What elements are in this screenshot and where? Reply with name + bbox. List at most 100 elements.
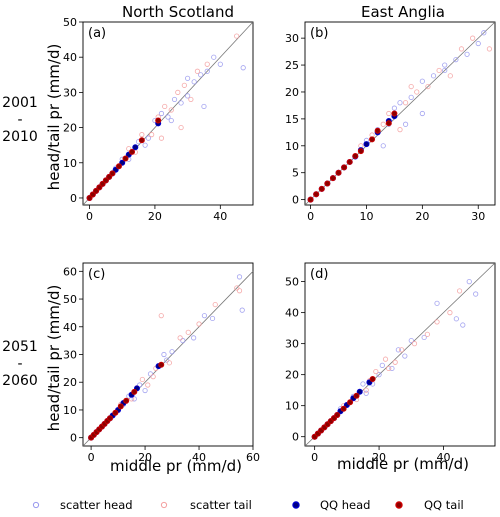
qq-tail-point — [123, 397, 130, 404]
scatter-tail-point — [447, 310, 453, 316]
scatter-head-point — [442, 67, 448, 74]
scatter-tail-point — [399, 347, 405, 353]
scatter-tail-point — [158, 135, 165, 141]
qq-head-point — [363, 141, 370, 148]
scatter-tail-point — [402, 100, 409, 106]
scatter-tail-point — [158, 313, 164, 319]
qq-tail-point — [155, 117, 162, 124]
scatter-tail-point — [434, 319, 440, 325]
y-tick-label: 25 — [285, 59, 299, 72]
scatter-head-point — [475, 40, 481, 47]
row-label-line2: - — [17, 356, 22, 372]
x-tick-label: 40 — [192, 451, 206, 464]
y-tick-label: 60 — [63, 265, 77, 278]
row-label-line3: 2010 — [2, 129, 38, 145]
x-tick-label: 20 — [415, 210, 429, 223]
scatter-tail-point — [234, 285, 240, 291]
panel-a: 0 20 40 0 10 20 30 40 50 (a) — [63, 16, 254, 223]
x-tick-label: 0 — [88, 451, 95, 464]
scatter-head-point — [408, 94, 414, 100]
scatter-tail-point — [382, 356, 389, 362]
qq-tail-point — [374, 127, 381, 134]
legend-label-scatter-tail: scatter tail — [190, 498, 252, 512]
scatter-head-point — [217, 61, 223, 67]
scatter-head-point — [147, 371, 154, 377]
panel-label: (c) — [88, 267, 105, 282]
qq-tail-point — [357, 148, 364, 155]
qq-tail-point — [334, 411, 341, 418]
qq-tail-point — [324, 180, 331, 187]
scatter-tail-point — [408, 83, 414, 90]
scatter-head-point — [391, 105, 398, 111]
qq-tail-point — [347, 399, 354, 406]
scatter-head-point — [185, 75, 191, 81]
scatter-head-point — [131, 396, 137, 402]
scatter-tail-point — [458, 46, 465, 52]
row-label-2051-2060: 2051 - 2060 — [2, 339, 38, 389]
scatter-tail-point — [425, 83, 431, 90]
qq-tail-point — [369, 376, 376, 383]
scatter-head-point — [376, 372, 382, 378]
qq-tail-point — [102, 177, 109, 184]
scatter-head-point — [360, 381, 366, 387]
qq-tail-point — [391, 110, 398, 117]
scatter-tail-point — [386, 110, 392, 117]
qq-tail-point — [122, 155, 129, 162]
scatter-head-point — [419, 110, 425, 117]
y-tick-label: 40 — [63, 321, 77, 334]
row-label-line1: 2051 — [2, 339, 38, 355]
scatter-tail-point — [397, 127, 403, 133]
scatter-tail-point — [212, 301, 218, 308]
qq-tail-point — [341, 164, 348, 171]
y-tick-label: 20 — [285, 369, 299, 382]
y-tick-label: 10 — [63, 157, 77, 170]
scatter-head-point — [211, 54, 217, 60]
scatter-head-point — [201, 103, 207, 110]
panel-d: 0 20 40 0 10 20 30 40 50 (d) — [285, 262, 496, 464]
scatter-head-point — [397, 100, 403, 106]
scatter-head-point — [379, 362, 385, 368]
y-tick-label: 30 — [63, 86, 77, 99]
scatter-head-point — [460, 322, 466, 328]
scatter-tail-point — [486, 46, 493, 52]
scatter-tail-point — [456, 288, 463, 294]
scatter-tail-point — [168, 107, 174, 113]
y-tick-label: 15 — [285, 113, 299, 126]
y-tick-label: 50 — [63, 293, 77, 306]
scatter-head-point — [191, 79, 197, 85]
scatter-head-point — [481, 30, 487, 36]
scatter-tail-point — [181, 82, 187, 88]
y-tick-label: 30 — [285, 32, 299, 45]
scatter-head-point — [239, 307, 245, 313]
scatter-tail-point — [373, 368, 379, 375]
scatter-head-point — [169, 349, 175, 355]
scatter-head-point — [408, 337, 414, 344]
qq-tail-point — [89, 191, 96, 198]
x-tick-label: 20 — [372, 451, 386, 464]
x-tick-label: 40 — [436, 451, 450, 464]
y-tick-label: 5 — [292, 167, 299, 180]
scatter-head-point — [204, 68, 210, 74]
scatter-tail-point — [236, 288, 243, 294]
scatter-tail-point — [185, 329, 191, 335]
panels: 0 20 40 0 10 20 30 40 50 (a) 0 10 20 30 0 5 10 15 20 25 30 (b… — [63, 16, 496, 464]
scatter-head-point — [402, 121, 409, 127]
legend: scatter head scatter tail QQ head QQ tai… — [32, 498, 464, 512]
scatter-head-point — [453, 316, 459, 322]
scatter-tail-point — [149, 132, 155, 138]
scatter-head-point — [430, 73, 437, 79]
scatter-head-point — [402, 353, 408, 359]
scatter-tail-point — [386, 365, 392, 372]
panel-label: (d) — [310, 267, 328, 282]
qq-tail-point — [131, 388, 138, 395]
scatter-head-point — [419, 78, 425, 84]
x-axis-label-left: middle pr (mm/d) — [110, 457, 242, 475]
panel-b: 0 10 20 30 0 5 10 15 20 25 30 (b) — [285, 21, 496, 223]
scatter-head-point — [168, 117, 174, 124]
scatter-tail-point — [126, 146, 132, 152]
qq-tail-point — [346, 158, 353, 165]
x-tick-label: 20 — [138, 451, 152, 464]
qq-tail-point — [158, 361, 165, 368]
column-title-north-scotland: North Scotland — [122, 3, 234, 21]
qq-tail-point — [385, 120, 392, 127]
